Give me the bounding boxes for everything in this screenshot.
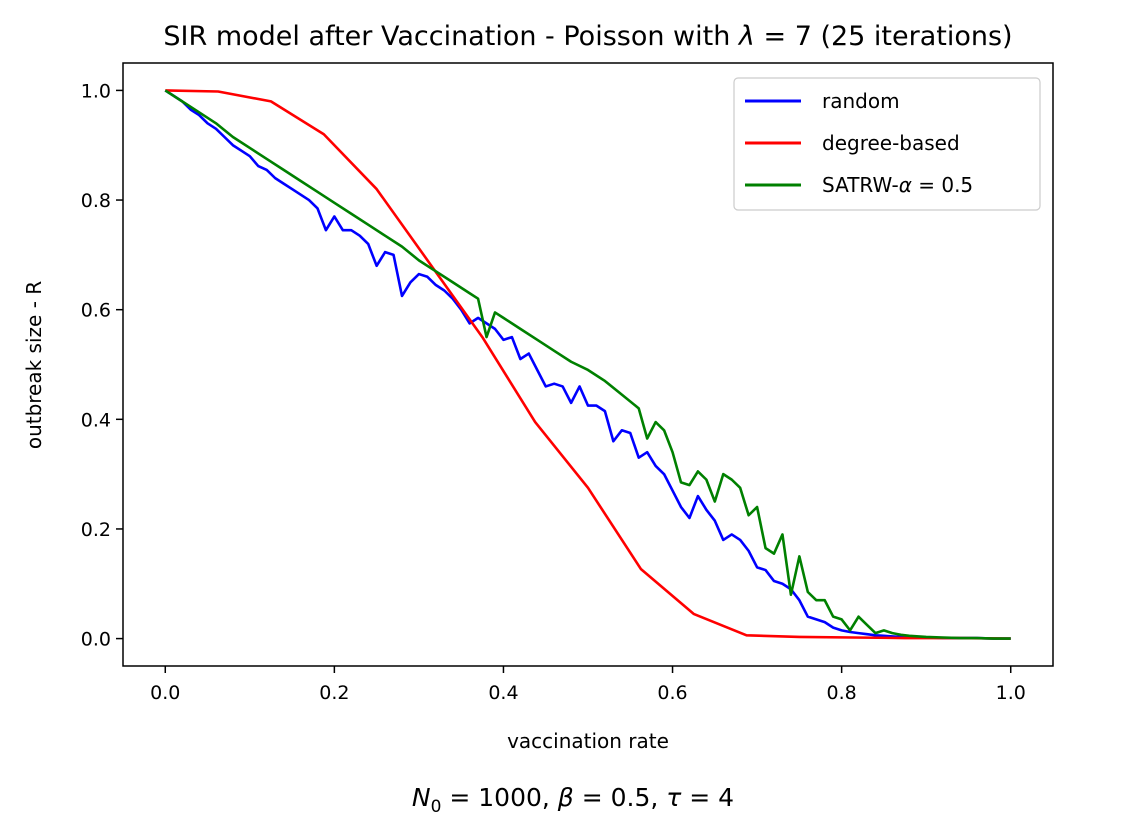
series-layer <box>164 89 1011 640</box>
x-tick-label: 0.6 <box>657 682 687 704</box>
axis-ticks: 0.0 0.2 0.4 0.6 0.8 1.0 0.0 0.2 0.4 0.6 0.8 1.0 <box>81 80 1026 704</box>
caption: N0 = 1000, β = 0.5, τ = 4 <box>412 783 734 817</box>
legend: random degree-based SATRW-α = 0.5 <box>733 77 1041 211</box>
x-tick-label: 0.4 <box>488 682 518 704</box>
x-tick-label: 0.2 <box>319 682 349 704</box>
series-line-satrw-0-5 <box>164 89 1011 640</box>
x-tick-label: 0.0 <box>150 682 180 704</box>
y-tick-label: 0.4 <box>81 409 111 431</box>
y-tick-label: 0.0 <box>81 629 111 651</box>
legend-label-degree-based: degree-based <box>822 131 960 155</box>
y-axis-label: outbreak size - R <box>22 281 46 449</box>
series-line-random <box>164 89 1011 640</box>
legend-label-satrw: SATRW-α = 0.5 <box>822 173 973 197</box>
x-tick-label: 0.8 <box>827 682 857 704</box>
chart-title: SIR model after Vaccination - Poisson wi… <box>163 21 1012 52</box>
series-line-degree-based <box>165 89 1011 640</box>
y-tick-label: 0.6 <box>81 300 111 322</box>
x-axis-label: vaccination rate <box>507 729 669 753</box>
x-tick-label: 1.0 <box>996 682 1026 704</box>
legend-box <box>733 77 1041 211</box>
legend-label-random: random <box>822 89 900 113</box>
plot-frame <box>122 62 1054 667</box>
y-tick-label: 1.0 <box>81 80 111 102</box>
y-tick-label: 0.8 <box>81 190 111 212</box>
y-tick-label: 0.2 <box>81 519 111 541</box>
